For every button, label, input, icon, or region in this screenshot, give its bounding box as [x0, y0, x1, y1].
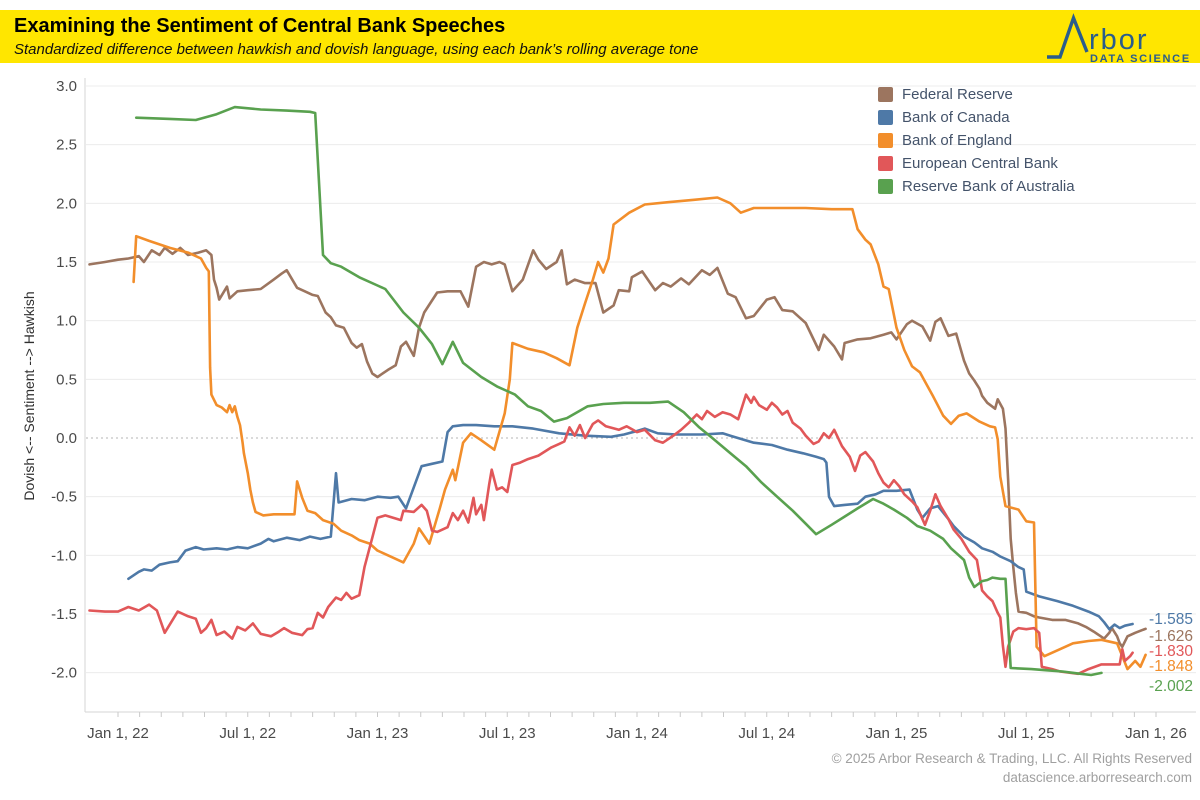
legend-swatch-bank-of-england	[878, 133, 893, 148]
legend-item-reserve-bank-of-australia[interactable]: Reserve Bank of Australia	[878, 175, 1075, 198]
legend-label-federal-reserve: Federal Reserve	[902, 86, 1013, 103]
y-axis-title: Dovish <-- Sentiment --> Hawkish	[21, 291, 37, 501]
y-tick-label: 1.0	[56, 313, 77, 330]
page-subtitle: Standardized difference between hawkish …	[14, 41, 699, 58]
legend-label-reserve-bank-of-australia: Reserve Bank of Australia	[902, 178, 1075, 195]
legend-swatch-bank-of-canada	[878, 110, 893, 125]
legend-label-bank-of-england: Bank of England	[902, 132, 1013, 149]
legend: Federal Reserve Bank of Canada Bank of E…	[878, 83, 1075, 198]
x-tick-label: Jul 1, 22	[219, 725, 276, 742]
header-banner: Examining the Sentiment of Central Bank …	[0, 10, 1200, 65]
arbor-logo: rbor DATA SCIENCE	[1044, 11, 1192, 69]
logo-peak-icon	[1047, 13, 1089, 59]
legend-label-bank-of-canada: Bank of Canada	[902, 109, 1010, 126]
arbor-logo-graphic: rbor DATA SCIENCE	[1047, 13, 1191, 65]
x-tick-label: Jul 1, 24	[738, 725, 795, 742]
website-link[interactable]: datascience.arborresearch.com	[1002, 770, 1192, 785]
y-tick-label: 0.0	[56, 430, 77, 447]
y-tick-label: -0.5	[51, 489, 77, 506]
y-tick-label: 3.0	[56, 78, 77, 95]
x-tick-label: Jan 1, 24	[606, 725, 668, 742]
legend-swatch-european-central-bank	[878, 156, 893, 171]
legend-item-european-central-bank[interactable]: European Central Bank	[878, 152, 1075, 175]
y-tick-label: -1.5	[51, 606, 77, 623]
x-tick-label: Jan 1, 22	[87, 725, 149, 742]
legend-item-bank-of-england[interactable]: Bank of England	[878, 129, 1075, 152]
x-tick-label: Jan 1, 26	[1125, 725, 1187, 742]
legend-swatch-federal-reserve	[878, 87, 893, 102]
legend-label-european-central-bank: European Central Bank	[902, 155, 1058, 172]
y-tick-label: 2.5	[56, 137, 77, 154]
footer: © 2025 Arbor Research & Trading, LLC. Al…	[832, 749, 1192, 787]
x-tick-label: Jul 1, 25	[998, 725, 1055, 742]
y-tick-label: -1.0	[51, 547, 77, 564]
y-tick-label: 1.5	[56, 254, 77, 271]
y-tick-label: 0.5	[56, 371, 77, 388]
logo-brand-text: rbor	[1089, 24, 1149, 56]
x-tick-label: Jan 1, 23	[347, 725, 409, 742]
x-tick-label: Jan 1, 25	[866, 725, 928, 742]
y-tick-label: -2.0	[51, 665, 77, 682]
series-line-bank-of-england[interactable]	[132, 196, 1147, 671]
legend-item-federal-reserve[interactable]: Federal Reserve	[878, 83, 1075, 106]
legend-swatch-reserve-bank-of-australia	[878, 179, 893, 194]
legend-item-bank-of-canada[interactable]: Bank of Canada	[878, 106, 1075, 129]
end-value-bank-of-canada: -1.585	[1149, 611, 1193, 628]
end-value-bank-of-england: -1.848	[1149, 658, 1193, 675]
logo-tagline-text: DATA SCIENCE	[1090, 53, 1191, 64]
end-value-european-central-bank: -1.830	[1149, 643, 1193, 660]
x-tick-label: Jul 1, 23	[479, 725, 536, 742]
y-tick-label: 2.0	[56, 195, 77, 212]
series-line-reserve-bank-of-australia[interactable]	[134, 105, 1103, 677]
series-line-european-central-bank[interactable]	[88, 393, 1134, 676]
copyright-text: © 2025 Arbor Research & Trading, LLC. Al…	[831, 751, 1192, 766]
page-title: Examining the Sentiment of Central Bank …	[14, 15, 506, 37]
series-line-federal-reserve[interactable]	[88, 246, 1147, 649]
series-line-bank-of-canada[interactable]	[127, 423, 1134, 631]
end-value-federal-reserve: -1.626	[1149, 628, 1193, 645]
end-value-reserve-bank-of-australia: -2.002	[1149, 678, 1193, 695]
